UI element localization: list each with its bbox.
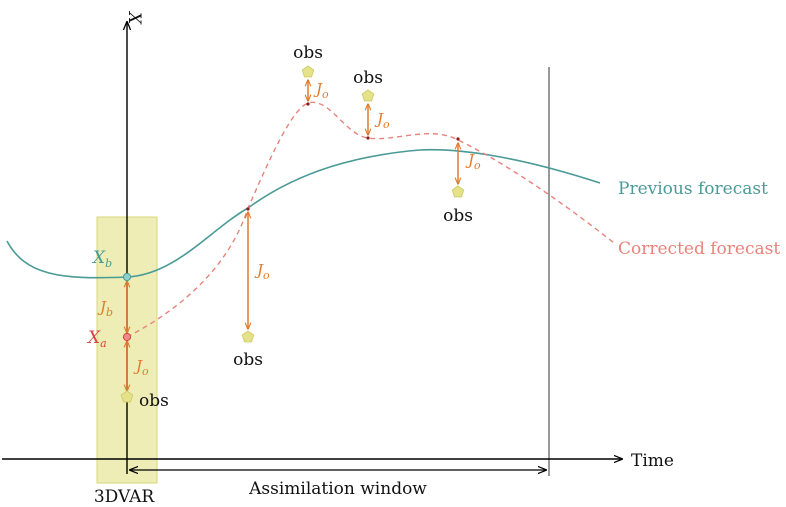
jo-label-2: Jo [313, 80, 329, 101]
corrected-forecast-curve [126, 101, 615, 338]
background-state-point [122, 272, 132, 282]
xb-label: Xb [91, 248, 112, 270]
previous-forecast-label: Previous forecast [618, 179, 768, 199]
obs-label: obs [353, 68, 383, 88]
observation-star-icon [120, 390, 134, 403]
observation-star-icon [241, 330, 255, 343]
obs-label: obs [233, 350, 263, 370]
observation-star-icon [301, 65, 315, 78]
analysis-state-point [122, 332, 132, 342]
curve-point-marker [306, 102, 310, 106]
corrected-forecast-label: Corrected forecast [618, 239, 780, 259]
obs-label: obs [293, 43, 323, 63]
x-axis-label: Time [631, 451, 674, 471]
y-axis-label: X [124, 10, 144, 25]
obs-label: obs [443, 206, 473, 226]
curve-point-marker [456, 137, 460, 141]
curve-point-marker [246, 207, 250, 211]
jb-label: Jb [97, 298, 113, 319]
xa-label: Xa [86, 328, 107, 350]
jo-label-3dvar: Jo [133, 357, 149, 378]
previous-forecast-curve [6, 148, 601, 279]
jo-label-1: Jo [254, 261, 270, 282]
jo-label-4: Jo [465, 151, 481, 172]
obs-label: obs [139, 391, 169, 411]
curve-point-marker [366, 136, 370, 140]
jo-label-3: Jo [374, 110, 390, 131]
observation-star-icon [361, 89, 375, 102]
assimilation-window-label: Assimilation window [248, 479, 427, 499]
3dvar-label: 3DVAR [94, 487, 156, 507]
observation-star-icon [451, 185, 465, 198]
